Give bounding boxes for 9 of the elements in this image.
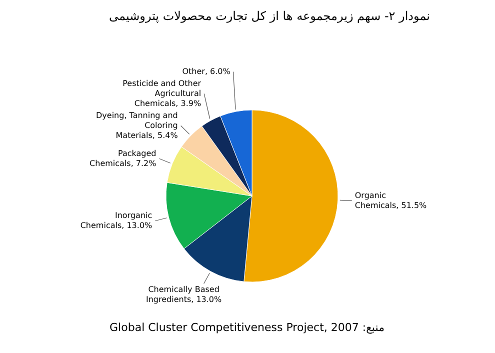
text: منبع: Global Cluster Competitiveness Project, 2007 (110, 321, 385, 334)
slice-label: Packaged Chemicals, 7.2% (88, 148, 156, 169)
chart-title: نمودار ۲- سهم زیرمجموعه ها از کل تجارت محصولات پتروشیمی (109, 9, 430, 23)
slice-label: Other, 6.0% (182, 66, 230, 77)
slice-label: Dyeing, Tanning and Coloring Materials, 5.4% (95, 110, 178, 141)
slice-label: Inorganic Chemicals, 13.0% (79, 210, 152, 231)
slice-label: Chemically Based Ingredients, 13.0% (144, 284, 223, 305)
slice-label: Organic Chemicals, 51.5% (354, 190, 428, 211)
slice-label: Pesticide and Other Agricultural Chemicals, 3.9% (122, 78, 202, 109)
